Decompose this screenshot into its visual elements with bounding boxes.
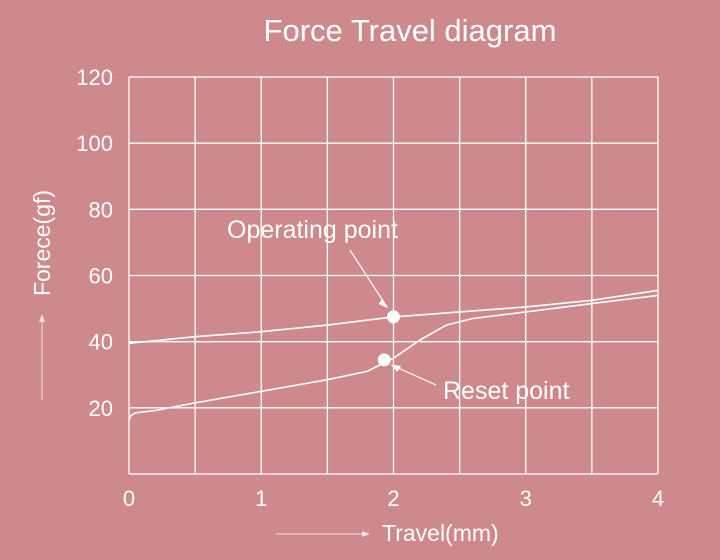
operating-point-label: Operating point <box>227 216 398 244</box>
y-tick-label: 40 <box>89 330 113 355</box>
axis-ticks: 0 1 2 3 4 20 40 60 80 100 120 <box>76 65 664 511</box>
reset-point-marker <box>377 353 391 367</box>
y-tick-label: 100 <box>76 131 113 156</box>
x-tick-label: 4 <box>652 486 664 511</box>
y-axis-arrow-head <box>39 314 45 322</box>
x-tick-label: 0 <box>123 486 135 511</box>
y-tick-label: 20 <box>89 396 113 421</box>
y-axis-label: Forece(gf) <box>29 190 55 296</box>
y-axis-label-group: Forece(gf) <box>29 190 55 400</box>
y-tick-label: 60 <box>89 264 113 289</box>
x-axis-label: Travel(mm) <box>382 520 499 546</box>
y-tick-label: 120 <box>76 65 113 90</box>
series-line <box>128 294 659 422</box>
chart-annotations: Operating point Reset point <box>227 216 570 405</box>
x-tick-label: 2 <box>387 486 399 511</box>
operating-point-arrow <box>378 298 388 308</box>
chart-grid <box>128 76 659 475</box>
x-tick-label: 3 <box>520 486 532 511</box>
operating-point-leader <box>349 249 389 309</box>
x-axis-label-group: Travel(mm) <box>276 520 499 546</box>
reset-point-arrow <box>391 364 402 372</box>
operating-point-marker <box>387 310 400 324</box>
chart-title: Force Travel diagram <box>264 13 557 48</box>
y-tick-label: 80 <box>89 197 113 222</box>
x-tick-label: 1 <box>255 486 267 511</box>
x-axis-arrow-head <box>362 531 370 537</box>
reset-point-label: Reset point <box>443 377 570 405</box>
